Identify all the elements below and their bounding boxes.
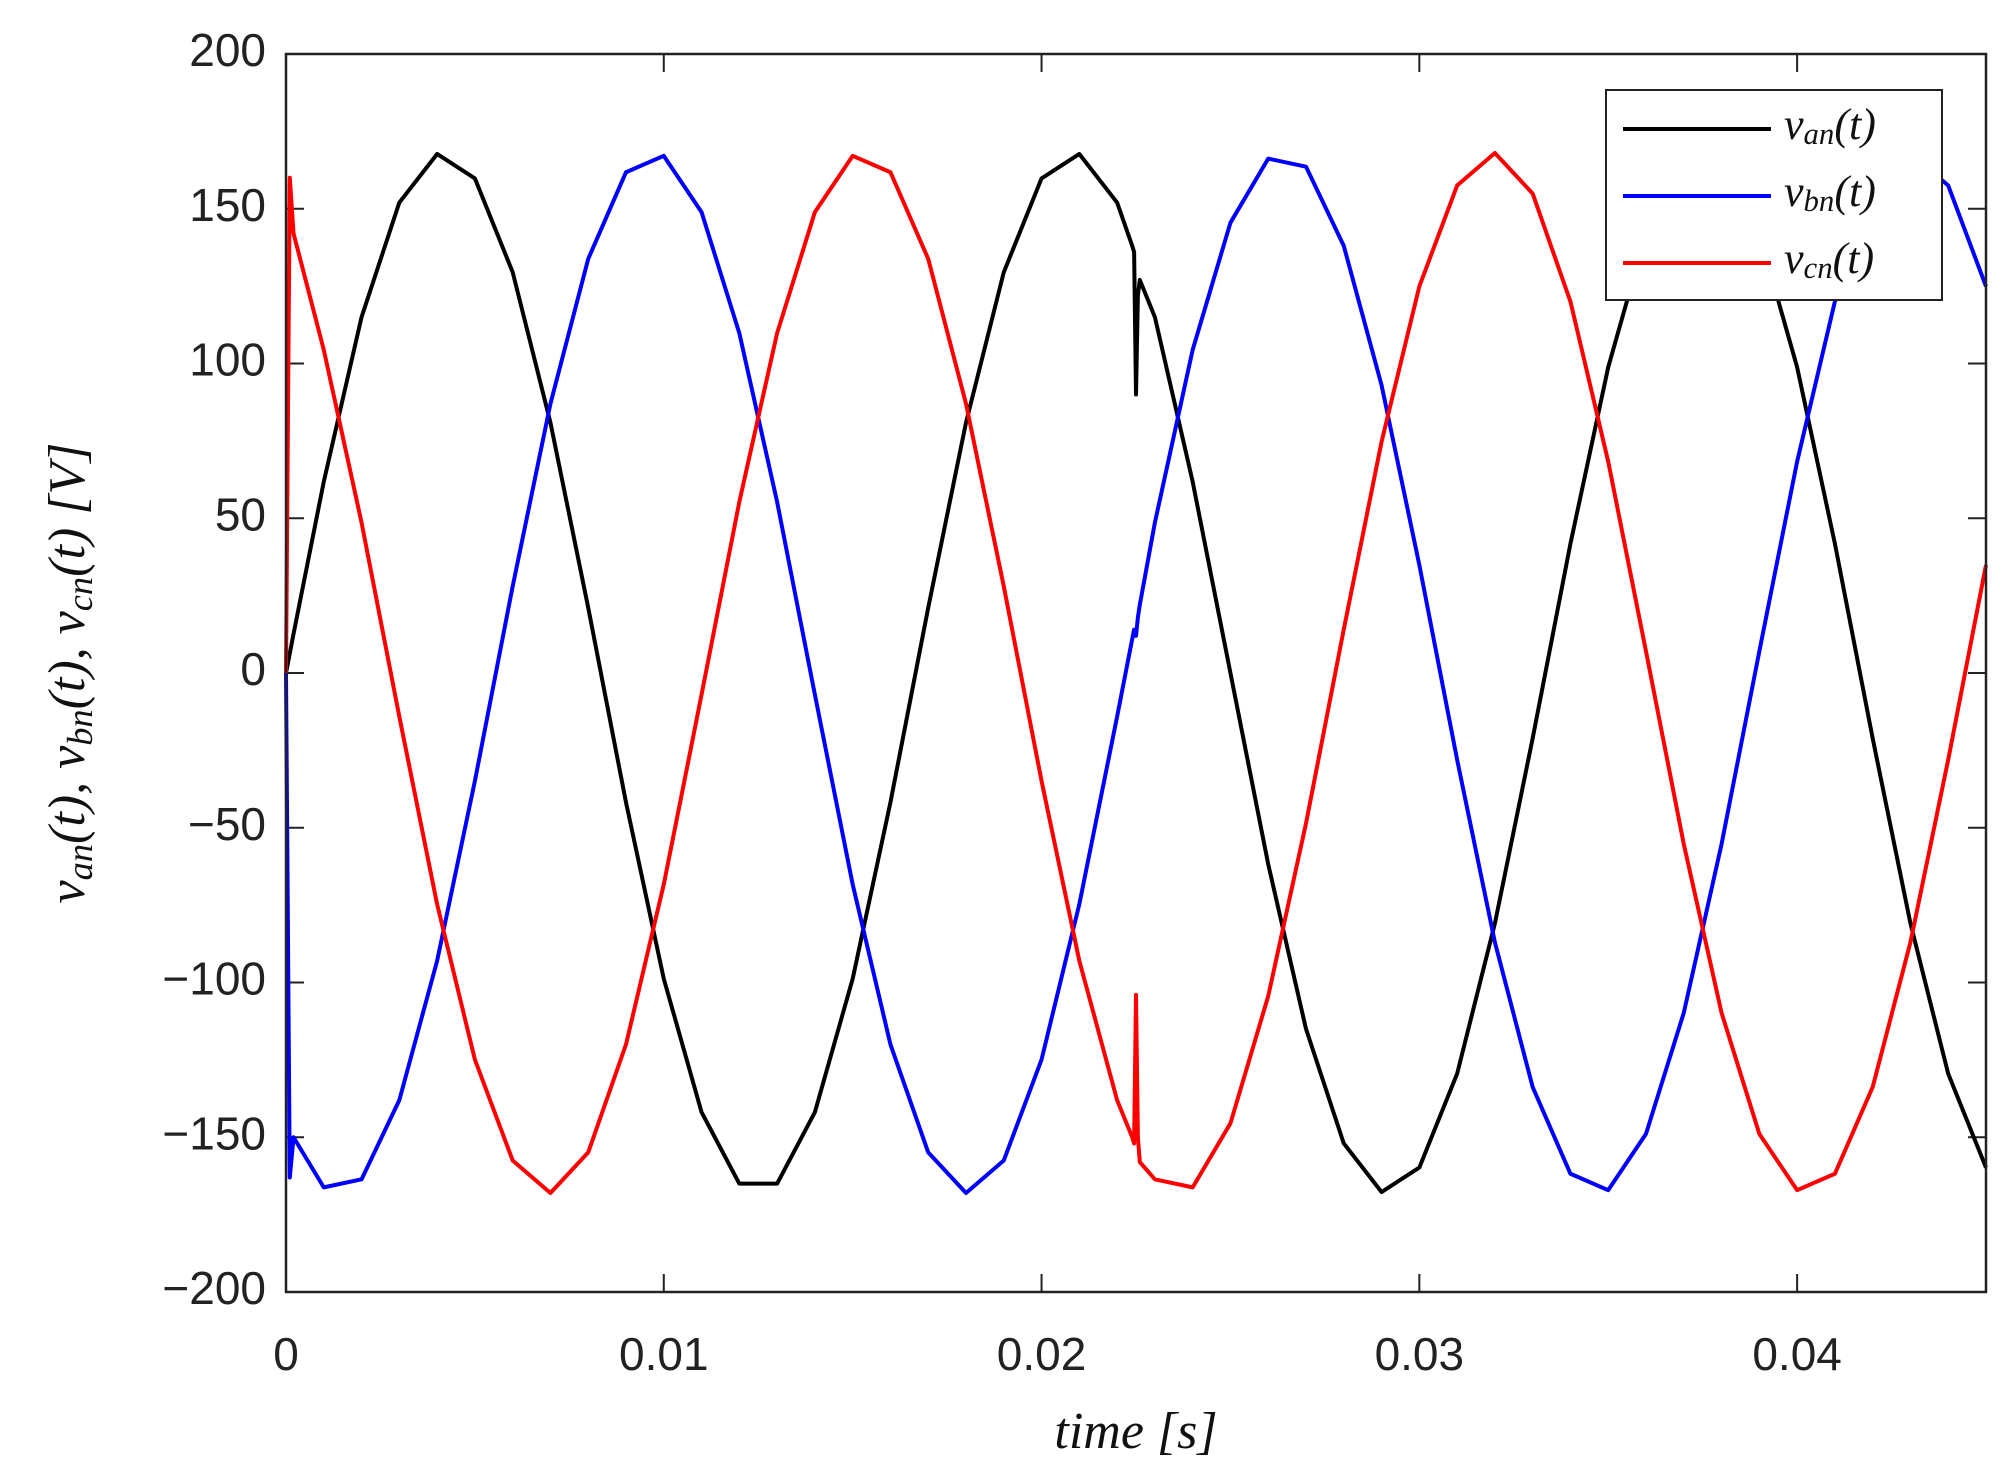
x-tick-label: 0.02 <box>997 1328 1087 1380</box>
y-tick-label: 200 <box>189 24 266 76</box>
y-tick-label: −150 <box>162 1107 266 1159</box>
x-tick-label: 0.03 <box>1375 1328 1465 1380</box>
y-tick-label: 100 <box>189 334 266 386</box>
y-tick-label: 50 <box>215 488 266 540</box>
legend-label: vbn(t) <box>1784 167 1876 218</box>
y-tick-label: 150 <box>189 179 266 231</box>
y-axis-label: van(t), vbn(t), vcn(t) [V] <box>39 443 100 904</box>
series-line <box>284 151 1988 1195</box>
y-tick-label: −100 <box>162 953 266 1005</box>
series-line <box>284 151 1988 1195</box>
x-tick-label: 0.01 <box>619 1328 709 1380</box>
legend-label: vcn(t) <box>1784 234 1874 285</box>
plot-frame <box>284 52 1988 1294</box>
y-tick-label: −200 <box>162 1262 266 1314</box>
x-tick-label: 0 <box>273 1328 299 1380</box>
y-tick-label: 0 <box>240 643 266 695</box>
x-tick-label: 0.04 <box>1752 1328 1842 1380</box>
legend-label: van(t) <box>1784 100 1876 151</box>
x-axis-label: time [s] <box>1054 1403 1217 1460</box>
y-tick-label: −50 <box>188 798 266 850</box>
